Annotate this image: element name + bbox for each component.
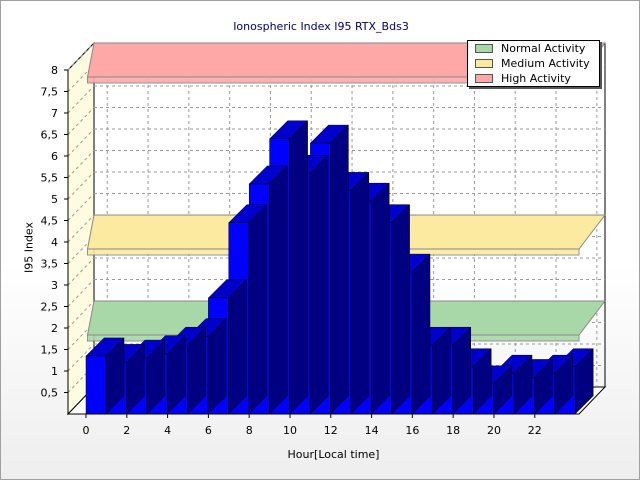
x-tick-label: 2: [123, 424, 130, 437]
x-tick-label: 10: [283, 424, 297, 437]
y-tick-label: 7: [51, 107, 58, 120]
legend-swatch-medium: [475, 59, 493, 68]
grid-line-side: [67, 150, 95, 178]
x-tick-label: 16: [405, 424, 419, 437]
grid-line-side: [67, 257, 95, 286]
y-tick-label: 1: [51, 365, 58, 378]
legend-swatch-high: [475, 74, 493, 83]
y-tick-label: 8: [51, 64, 58, 77]
grid-line-side: [67, 107, 95, 135]
x-tick-label: 22: [528, 424, 542, 437]
y-tick-label: 6,5: [41, 129, 59, 142]
grid-line-side: [67, 85, 95, 114]
x-tick-label: 0: [83, 424, 90, 437]
grid-line-side: [67, 193, 95, 221]
x-tick-label: 8: [246, 424, 253, 437]
grid-line-side: [67, 171, 95, 200]
chart-title: Ionospheric Index I95 RTX_Bds3: [233, 20, 409, 33]
legend-item-normal: Normal Activity: [468, 42, 599, 56]
y-tick-label: 1,5: [41, 344, 59, 357]
y-tick-label: 2: [51, 322, 58, 335]
y-axis-label: I95 Index: [22, 221, 36, 274]
legend-swatch-normal: [475, 44, 493, 53]
bar-side: [309, 154, 329, 415]
grid-line-side: [67, 300, 95, 329]
grid-line-side: [67, 214, 95, 243]
bar-side: [289, 120, 308, 415]
y-tick-label: 7,5: [41, 86, 59, 99]
x-tick-label: 20: [487, 424, 501, 437]
bar-side: [268, 165, 288, 415]
legend-item-medium: Medium Activity: [468, 57, 599, 71]
bar-side: [350, 171, 370, 415]
legend-label-medium: Medium Activity: [501, 57, 590, 70]
legend-item-high: High Activity: [468, 72, 599, 86]
bar-side: [391, 204, 410, 415]
grid-line-side: [67, 128, 95, 157]
y-tick-label: 3,5: [41, 258, 59, 271]
y-tick-label: 4,5: [41, 215, 59, 228]
bar-side: [248, 204, 268, 415]
y-tick-label: 0,5: [41, 387, 59, 400]
bar-side: [411, 253, 431, 415]
x-tick-label: 14: [365, 424, 379, 437]
y-tick-label: 6: [51, 150, 58, 163]
y-tick-label: 5: [51, 193, 58, 206]
x-tick-label: 18: [446, 424, 460, 437]
x-tick-label: 6: [205, 424, 212, 437]
x-tick-label: 4: [164, 424, 171, 437]
bar-0: [85, 355, 107, 415]
y-tick-label: 5,5: [41, 172, 59, 185]
x-axis-label: Hour[Local time]: [287, 448, 380, 461]
y-tick-label: 4: [51, 236, 58, 249]
legend: Normal Activity Medium Activity High Act…: [467, 40, 600, 87]
legend-label-high: High Activity: [501, 72, 571, 85]
x-tick-label: 12: [324, 424, 338, 437]
bar-side: [228, 279, 247, 415]
grid-line-side: [67, 343, 95, 372]
y-tick-label: 2,5: [41, 301, 59, 314]
grid-line-side: [67, 42, 95, 71]
y-tick-label: 3: [51, 279, 58, 292]
bar-side: [330, 124, 349, 415]
legend-label-normal: Normal Activity: [501, 42, 586, 55]
grid-line-side: [67, 279, 95, 307]
bar-side: [370, 182, 390, 415]
